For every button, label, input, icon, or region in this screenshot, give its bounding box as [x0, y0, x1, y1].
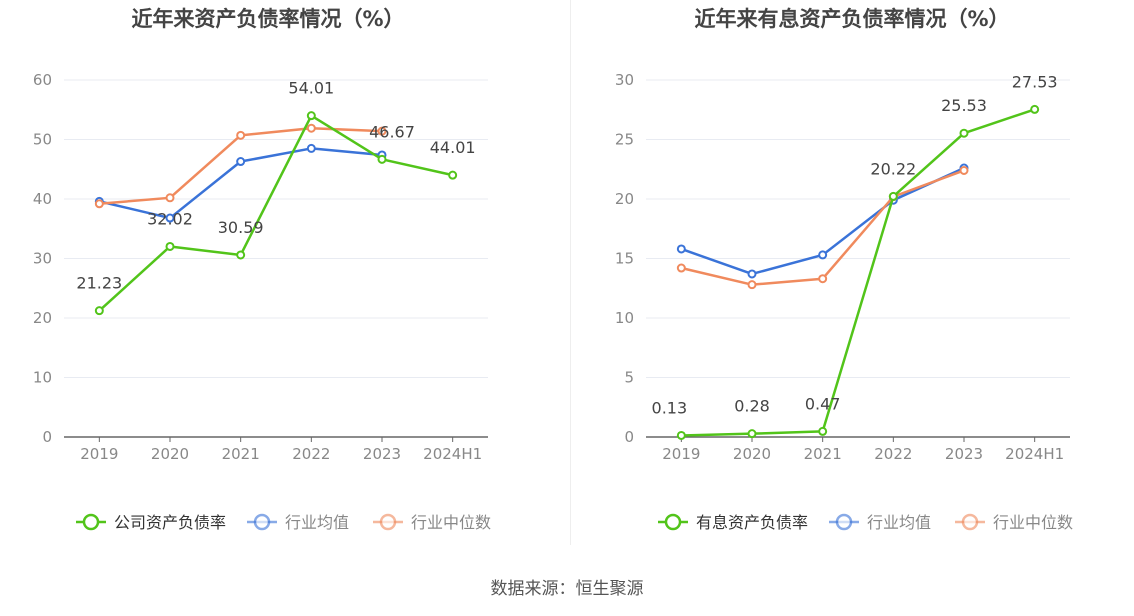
data-label: 27.53 [1012, 72, 1058, 91]
legend-marker [961, 513, 979, 531]
x-tick-label: 2021 [222, 445, 260, 463]
data-point [676, 263, 686, 273]
y-tick-label: 20 [615, 190, 634, 208]
data-point [94, 199, 104, 209]
y-tick-label: 30 [33, 250, 52, 268]
data-point [747, 269, 757, 279]
data-point [165, 193, 175, 203]
data-point [165, 213, 175, 223]
x-tick-label: 2020 [151, 445, 189, 463]
y-tick-label: 20 [33, 309, 52, 327]
y-tick-label: 15 [615, 250, 634, 268]
chart-divider [570, 0, 571, 545]
x-tick-label: 2021 [804, 445, 842, 463]
data-label: 0.28 [734, 397, 770, 416]
data-label: 0.13 [652, 398, 688, 417]
chart-1: 近年来资产负债率情况（%） 0 10 20 30 40 50 60 2019 2020 2021 20… [33, 7, 491, 532]
legend-item: 行业均值 [247, 513, 349, 532]
data-point [377, 154, 387, 164]
series-line-0 [98, 114, 453, 312]
data-point [818, 274, 828, 284]
legend-marker [379, 513, 397, 531]
x-tick-label: 2024H1 [423, 445, 482, 463]
legend-marker [253, 513, 271, 531]
data-label: 44.01 [430, 138, 476, 157]
legend-label: 行业均值 [285, 513, 349, 532]
series-line-0 [681, 108, 1036, 437]
x-tick-label: 2019 [80, 445, 118, 463]
legend-item: 公司资产负债率 [76, 513, 226, 532]
x-tick-label: 2020 [733, 445, 771, 463]
y-tick-label: 25 [615, 131, 634, 149]
data-point [306, 111, 316, 121]
data-point [94, 306, 104, 316]
data-label: 0.47 [805, 394, 841, 413]
y-tick-label: 0 [42, 428, 52, 446]
data-point [747, 280, 757, 290]
legend-item: 行业中位数 [373, 513, 491, 532]
data-point [377, 126, 387, 136]
data-point [959, 128, 969, 138]
data-label: 20.22 [870, 159, 916, 178]
data-point [818, 250, 828, 260]
data-point [959, 165, 969, 175]
chart-title: 近年来资产负债率情况（%） [131, 7, 404, 31]
data-point [747, 429, 757, 439]
x-tick-label: 2022 [874, 445, 912, 463]
source-note: 数据来源：恒生聚源 [490, 579, 644, 599]
legend-marker [835, 513, 853, 531]
legend-label: 行业均值 [867, 513, 931, 532]
data-label: 21.23 [76, 274, 122, 293]
legend-item: 有息资产负债率 [658, 513, 808, 532]
legend-item: 行业均值 [829, 513, 931, 532]
y-tick-label: 30 [615, 71, 634, 89]
y-tick-label: 50 [33, 131, 52, 149]
legend-label: 行业中位数 [993, 513, 1073, 532]
data-label: 32.02 [147, 209, 193, 228]
data-point [165, 241, 175, 251]
y-tick-label: 10 [33, 369, 52, 387]
data-point [236, 250, 246, 260]
x-tick-label: 2023 [945, 445, 983, 463]
x-tick-label: 2024H1 [1005, 445, 1064, 463]
data-point [1030, 104, 1040, 114]
data-point [236, 130, 246, 140]
legend-label: 行业中位数 [411, 513, 491, 532]
y-tick-label: 5 [624, 369, 634, 387]
y-tick-label: 60 [33, 71, 52, 89]
data-point [306, 123, 316, 133]
data-point [676, 430, 686, 440]
legend-item: 行业中位数 [955, 513, 1073, 532]
data-point [888, 191, 898, 201]
y-tick-label: 10 [615, 309, 634, 327]
data-point [818, 426, 828, 436]
data-point [306, 143, 316, 153]
x-tick-label: 2023 [363, 445, 401, 463]
y-tick-label: 0 [624, 428, 634, 446]
data-label: 46.67 [369, 122, 415, 141]
chart-2: 近年来有息资产负债率情况（%） 0 5 10 15 20 25 30 2019 2020 2021 2… [615, 7, 1073, 532]
y-tick-label: 40 [33, 190, 52, 208]
legend-label: 有息资产负债率 [696, 513, 808, 532]
data-label: 54.01 [288, 79, 334, 98]
x-tick-label: 2019 [662, 445, 700, 463]
legend-marker [664, 513, 682, 531]
data-point [236, 157, 246, 167]
chart-title: 近年来有息资产负债率情况（%） [694, 7, 1009, 31]
data-point [448, 170, 458, 180]
x-tick-label: 2022 [292, 445, 330, 463]
legend-label: 公司资产负债率 [114, 513, 226, 532]
data-label: 30.59 [218, 218, 264, 237]
data-label: 25.53 [941, 96, 987, 115]
data-point [676, 244, 686, 254]
legend-marker [82, 513, 100, 531]
